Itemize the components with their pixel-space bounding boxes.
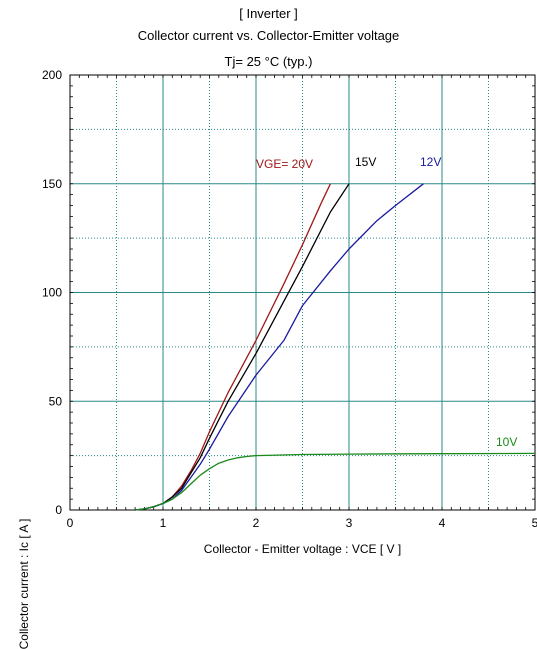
y-tick-label: 150 bbox=[42, 177, 62, 191]
chart-title: [ Inverter ] bbox=[239, 6, 298, 21]
y-tick-label: 50 bbox=[49, 394, 63, 408]
series-label-12v: 12V bbox=[420, 155, 441, 169]
x-tick-label: 5 bbox=[532, 516, 537, 530]
y-tick-label: 0 bbox=[55, 503, 62, 517]
series-label-10v: 10V bbox=[496, 435, 517, 449]
y-axis-label: Collector current : Ic [ A ] bbox=[17, 518, 31, 649]
chart-condition: Tj= 25 °C (typ.) bbox=[224, 54, 313, 69]
chart-subtitle: Collector current vs. Collector-Emitter … bbox=[137, 28, 400, 43]
grid bbox=[70, 75, 535, 510]
x-tick-label: 1 bbox=[160, 516, 167, 530]
x-tick-label: 3 bbox=[346, 516, 353, 530]
series-lines bbox=[135, 183, 536, 511]
x-tick-label: 2 bbox=[253, 516, 260, 530]
x-axis-label: Collector - Emitter voltage : VCE [ V ] bbox=[203, 542, 402, 556]
x-tick-label: 0 bbox=[67, 516, 74, 530]
series-label-15v: 15V bbox=[355, 155, 376, 169]
series-line-10v bbox=[135, 452, 536, 511]
y-tick-label: 100 bbox=[42, 286, 62, 300]
series-label-vge20: VGE= 20V bbox=[256, 157, 313, 171]
x-tick-label: 4 bbox=[439, 516, 446, 530]
y-tick-label: 200 bbox=[42, 68, 62, 82]
